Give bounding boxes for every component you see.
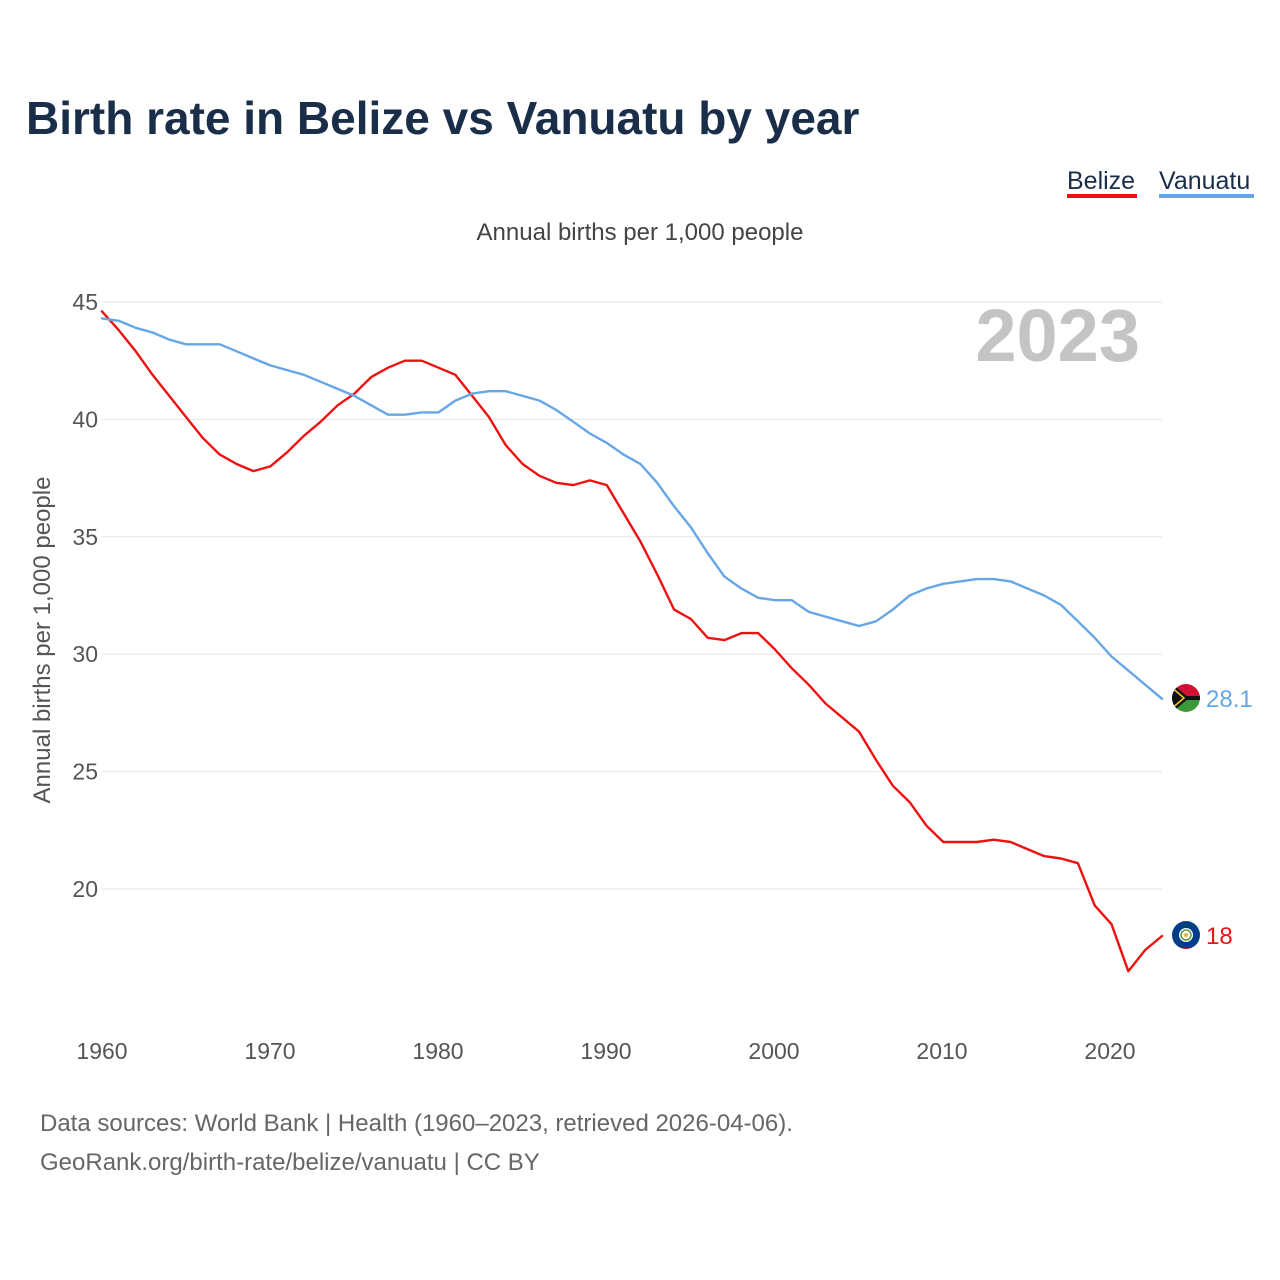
series-line-vanuatu bbox=[100, 317, 1164, 700]
legend-item-belize: Belize bbox=[1067, 167, 1137, 198]
footer-sources: Data sources: World Bank | Health (1960–… bbox=[40, 1110, 793, 1137]
x-tick-label: 1990 bbox=[580, 1038, 631, 1064]
y-tick-label: 25 bbox=[72, 759, 98, 785]
x-tick-label: 1980 bbox=[412, 1038, 463, 1064]
chart-subtitle: Annual births per 1,000 people bbox=[477, 219, 804, 246]
x-tick-label: 2020 bbox=[1084, 1038, 1135, 1064]
series-lines bbox=[100, 310, 1164, 973]
x-tick-label: 1960 bbox=[76, 1038, 127, 1064]
chart-title: Birth rate in Belize vs Vanuatu by year bbox=[26, 92, 860, 144]
y-tick-label: 35 bbox=[72, 524, 98, 550]
y-tick-label: 45 bbox=[72, 289, 98, 315]
x-tick-label: 2000 bbox=[748, 1038, 799, 1064]
end-label-vanuatu: 28.1 bbox=[1206, 686, 1253, 713]
legend: Vanuatu Belize bbox=[1067, 167, 1254, 198]
x-tick-label: 2010 bbox=[916, 1038, 967, 1064]
year-stamp: 2023 bbox=[975, 294, 1140, 377]
x-tick-label: 1970 bbox=[244, 1038, 295, 1064]
y-tick-label: 40 bbox=[72, 406, 98, 432]
legend-label: Belize bbox=[1067, 167, 1135, 195]
y-axis-ticks: 20 25 30 35 40 45 bbox=[72, 289, 98, 902]
belize-flag-icon bbox=[1172, 921, 1200, 949]
y-axis-label: Annual births per 1,000 people bbox=[29, 477, 56, 804]
legend-item-vanuatu: Vanuatu bbox=[1159, 167, 1254, 198]
end-labels: 18 28.1 bbox=[1206, 686, 1253, 950]
y-tick-label: 20 bbox=[72, 876, 98, 902]
end-label-belize: 18 bbox=[1206, 923, 1233, 950]
legend-swatch bbox=[1067, 194, 1137, 198]
footer-url: GeoRank.org/birth-rate/belize/vanuatu | … bbox=[40, 1149, 540, 1176]
legend-label: Vanuatu bbox=[1159, 167, 1250, 195]
legend-swatch bbox=[1159, 194, 1254, 198]
vanuatu-flag-icon bbox=[1172, 684, 1200, 712]
series-line-belize bbox=[100, 310, 1164, 973]
grid bbox=[102, 301, 1162, 890]
y-tick-label: 30 bbox=[72, 641, 98, 667]
x-axis-ticks: 1960 1970 1980 1990 2000 2010 2020 bbox=[76, 1038, 1135, 1064]
